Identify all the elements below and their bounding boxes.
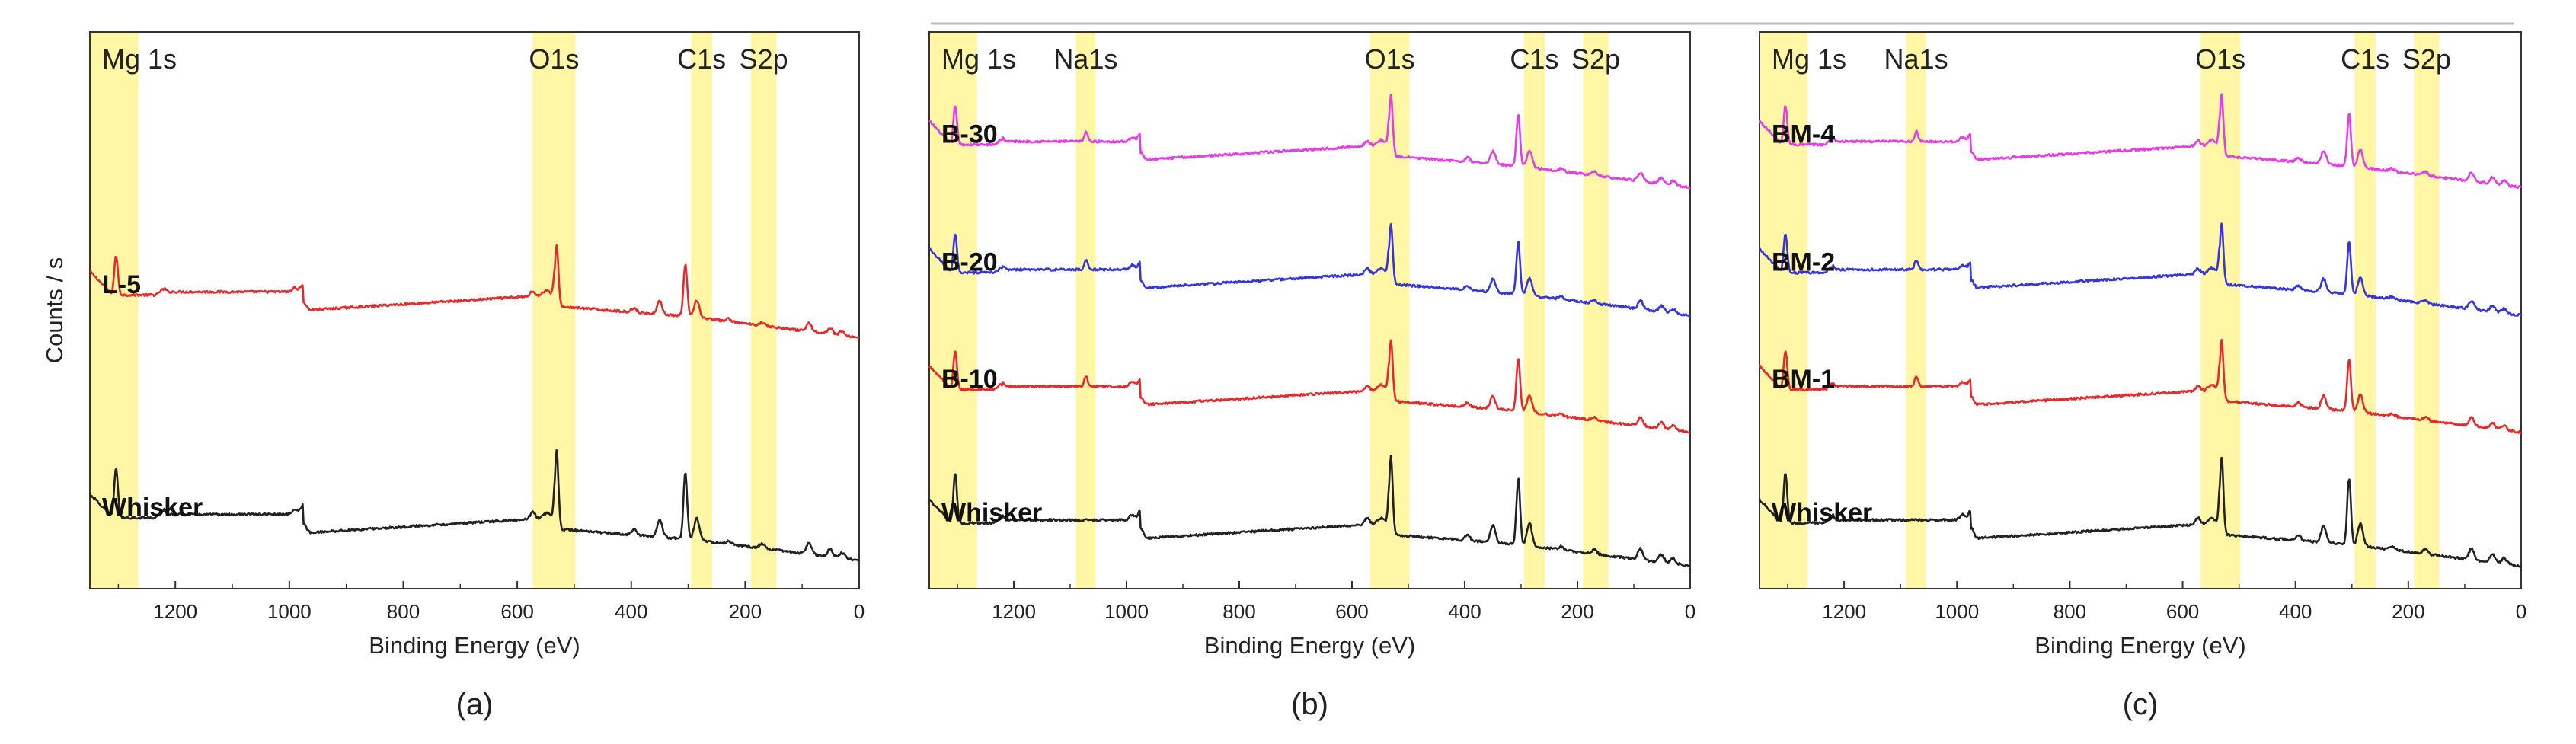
x-tick-label: 400: [1448, 600, 1481, 623]
series-label: Whisker: [1772, 499, 1872, 528]
x-axis-title: Binding Energy (eV): [369, 632, 580, 659]
peak-label: Na1s: [1053, 43, 1117, 75]
series-label: Whisker: [941, 499, 1042, 528]
highlight-band: [691, 32, 712, 589]
spectrum-line: [928, 223, 1692, 318]
peak-label: S2p: [1571, 43, 1620, 75]
peak-label: C1s: [677, 43, 726, 75]
x-tick-label: 800: [387, 600, 420, 623]
x-tick-label: 400: [615, 600, 647, 623]
highlight-band: [1583, 32, 1609, 589]
series-label: BM-4: [1772, 120, 1835, 149]
series-label: BM-2: [1772, 248, 1835, 277]
peak-label: C1s: [1510, 43, 1558, 75]
peak-label: Na1s: [1884, 43, 1948, 75]
spectrum-line: [89, 244, 860, 340]
highlight-band: [1369, 32, 1410, 589]
x-tick-label: 200: [2392, 600, 2424, 623]
peak-label: Mg 1s: [941, 43, 1016, 75]
plot-frame: [1759, 31, 2522, 589]
spectrum-line: [1758, 93, 2522, 190]
chart-panel: Mg 1s Na1s O1s C1s S2p 1200 1000 800 600 400 200 0 B…: [1758, 31, 2526, 721]
x-tick-label: 200: [1561, 600, 1593, 623]
x-tick-label: 200: [729, 600, 762, 623]
x-tick-label: 800: [1222, 600, 1255, 623]
plot-frame: [928, 31, 1691, 589]
peak-label: C1s: [2341, 43, 2389, 75]
plot-frame: [89, 31, 860, 589]
series-label: BM-1: [1772, 365, 1835, 394]
series-label: B-20: [941, 248, 998, 277]
series-label: Whisker: [102, 493, 203, 522]
x-tick-label: 0: [2516, 600, 2526, 623]
x-tick-label: 1200: [1822, 600, 1866, 623]
series-label: B-30: [941, 120, 998, 149]
spectrum-line: [88, 449, 861, 562]
x-tick-label: 600: [1335, 600, 1368, 623]
chart-panel: Mg 1s O1s C1s S2p 1200 1000 800 600 400 200 0 Bindi…: [41, 31, 865, 721]
x-tick-label: 1000: [1104, 600, 1149, 623]
x-tick-label: 0: [854, 600, 865, 623]
x-tick-label: 600: [2166, 600, 2199, 623]
spectrum-line: [928, 455, 1691, 568]
panel-label: (b): [1291, 688, 1328, 721]
peak-label: S2p: [740, 43, 788, 75]
highlight-band: [1906, 32, 1926, 589]
x-axis-title: Binding Energy (eV): [2034, 632, 2245, 659]
spectrum-line: [1759, 222, 2523, 317]
peak-label: S2p: [2402, 43, 2451, 75]
highlight-band: [1075, 32, 1096, 589]
spectrum-line: [1759, 338, 2523, 435]
spectrum-line: [928, 339, 1691, 434]
series-label: B-10: [941, 365, 998, 394]
peak-label: Mg 1s: [102, 43, 177, 75]
peak-label: O1s: [2195, 43, 2245, 75]
spectrum-line: [928, 94, 1691, 190]
highlight-band: [750, 32, 777, 589]
x-tick-label: 1000: [1935, 600, 1979, 623]
x-tick-label: 600: [500, 600, 533, 623]
x-tick-label: 0: [1685, 600, 1695, 623]
spectrum-line: [1758, 456, 2522, 568]
x-tick-label: 1000: [267, 600, 312, 623]
peak-label: Mg 1s: [1772, 43, 1846, 75]
peak-label: O1s: [1365, 43, 1415, 75]
y-axis-title: Counts / s: [41, 257, 68, 364]
chart-panels: Mg 1s O1s C1s S2p 1200 1000 800 600 400 200 0 Bindi…: [41, 31, 2526, 721]
peak-label: O1s: [529, 43, 579, 75]
x-axis-title: Binding Energy (eV): [1204, 632, 1415, 659]
panel-label: (c): [2123, 688, 2159, 721]
highlight-band: [2354, 32, 2376, 589]
x-tick-label: 1200: [153, 600, 197, 623]
highlight-band: [2414, 32, 2440, 589]
panel-label: (a): [456, 688, 494, 721]
chart-panel: Mg 1s Na1s O1s C1s S2p 1200 1000 800 600 400 200 0 B…: [928, 31, 1695, 721]
x-tick-label: 400: [2279, 600, 2312, 623]
highlight-band: [1523, 32, 1545, 589]
highlight-band: [2200, 32, 2241, 589]
x-tick-label: 800: [2053, 600, 2086, 623]
series-label: L-5: [102, 270, 141, 299]
x-tick-label: 1200: [992, 600, 1036, 623]
